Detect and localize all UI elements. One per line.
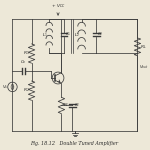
Text: $R_1$: $R_1$ <box>23 50 30 57</box>
Text: + $V_{CC}$: + $V_{CC}$ <box>51 3 65 10</box>
Text: $V_s$: $V_s$ <box>2 83 9 91</box>
Text: $L_2$: $L_2$ <box>74 32 80 39</box>
Text: $R_E$: $R_E$ <box>63 102 69 109</box>
Text: $R_2$: $R_2$ <box>23 87 30 94</box>
Text: $L_1$: $L_1$ <box>42 32 47 39</box>
Text: $C_1$: $C_1$ <box>65 31 72 38</box>
Text: $C_b$: $C_b$ <box>20 59 27 66</box>
Text: $C_2$: $C_2$ <box>98 31 104 38</box>
Text: Fig. 18.12   Double Tuned Amplifier: Fig. 18.12 Double Tuned Amplifier <box>30 141 118 146</box>
Text: $V_{out}$: $V_{out}$ <box>139 64 148 71</box>
Text: $C_E$: $C_E$ <box>74 102 80 109</box>
Text: $R_L$: $R_L$ <box>140 43 146 51</box>
